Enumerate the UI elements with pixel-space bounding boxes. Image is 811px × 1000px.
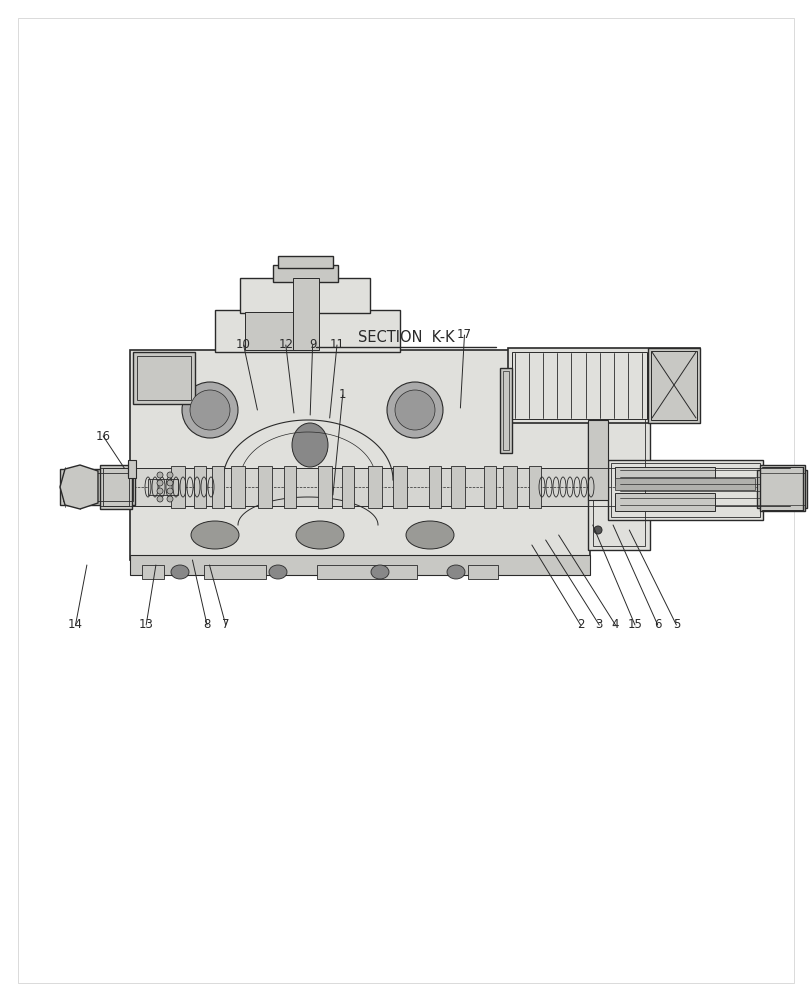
Bar (137, 356, 191, 400)
Ellipse shape (387, 382, 443, 438)
Bar (130, 350, 590, 560)
Text: 1: 1 (338, 388, 346, 401)
Bar (103, 468, 129, 506)
Ellipse shape (394, 390, 435, 430)
Bar (528, 466, 540, 508)
Bar (230, 466, 245, 508)
Text: 14: 14 (68, 618, 83, 632)
Bar (316, 565, 417, 579)
Ellipse shape (157, 472, 163, 478)
Text: 2: 2 (576, 618, 584, 632)
Text: 5: 5 (672, 618, 680, 632)
Text: 17: 17 (457, 328, 471, 342)
Bar (130, 555, 590, 575)
Bar (272, 265, 337, 282)
Bar (133, 352, 195, 404)
Bar (194, 466, 206, 508)
Bar (650, 351, 696, 420)
Bar (204, 565, 266, 579)
Ellipse shape (157, 488, 163, 494)
Bar (318, 466, 332, 508)
Bar (215, 310, 400, 352)
Bar (142, 565, 164, 579)
Text: 9: 9 (308, 338, 316, 352)
Ellipse shape (406, 521, 453, 549)
Bar (592, 374, 644, 546)
Bar (483, 466, 496, 508)
Ellipse shape (371, 565, 388, 579)
Ellipse shape (296, 521, 344, 549)
Bar (500, 368, 512, 453)
Text: 7: 7 (221, 618, 230, 632)
Bar (367, 466, 381, 508)
Ellipse shape (190, 390, 230, 430)
Bar (614, 493, 714, 511)
Bar (508, 348, 699, 423)
Text: 10: 10 (236, 338, 251, 352)
Bar (512, 352, 646, 419)
Bar (587, 420, 607, 500)
Ellipse shape (167, 496, 173, 502)
Text: 15: 15 (627, 618, 642, 632)
Text: 12: 12 (278, 338, 293, 352)
Bar (60, 469, 135, 505)
Bar (607, 460, 762, 520)
Bar (63, 473, 133, 501)
Bar (277, 256, 333, 268)
Bar (284, 466, 296, 508)
Text: 8: 8 (203, 618, 211, 632)
Ellipse shape (167, 488, 173, 494)
Bar (100, 465, 132, 509)
Text: 16: 16 (96, 430, 110, 442)
Ellipse shape (446, 565, 465, 579)
Bar (502, 371, 508, 450)
Bar (393, 466, 406, 508)
Bar (587, 370, 649, 550)
Bar (756, 470, 806, 508)
Bar (293, 278, 319, 350)
Text: SECTION  K-K: SECTION K-K (358, 330, 453, 344)
Text: 4: 4 (611, 618, 619, 632)
Ellipse shape (292, 423, 328, 467)
Ellipse shape (182, 382, 238, 438)
Ellipse shape (157, 496, 163, 502)
Bar (450, 466, 465, 508)
Bar (130, 468, 789, 506)
Ellipse shape (167, 480, 173, 486)
Text: 13: 13 (139, 618, 153, 632)
Ellipse shape (268, 565, 286, 579)
Polygon shape (60, 465, 98, 509)
Bar (240, 278, 370, 313)
Ellipse shape (191, 521, 238, 549)
Bar (610, 463, 759, 517)
Bar (502, 466, 517, 508)
Text: 3: 3 (594, 618, 603, 632)
Ellipse shape (167, 472, 173, 478)
Text: 11: 11 (329, 338, 344, 352)
Bar (614, 467, 714, 485)
Bar (759, 465, 804, 511)
Bar (212, 466, 224, 508)
Ellipse shape (594, 526, 601, 534)
Bar (148, 479, 178, 495)
Bar (341, 466, 354, 508)
Text: 6: 6 (653, 618, 661, 632)
Bar (614, 478, 754, 490)
Ellipse shape (171, 565, 189, 579)
Bar (647, 348, 699, 423)
Bar (759, 473, 804, 505)
Ellipse shape (157, 480, 163, 486)
Bar (467, 565, 497, 579)
Bar (428, 466, 440, 508)
Bar (245, 312, 294, 350)
Bar (258, 466, 272, 508)
Bar (171, 466, 185, 508)
Bar (128, 460, 135, 478)
